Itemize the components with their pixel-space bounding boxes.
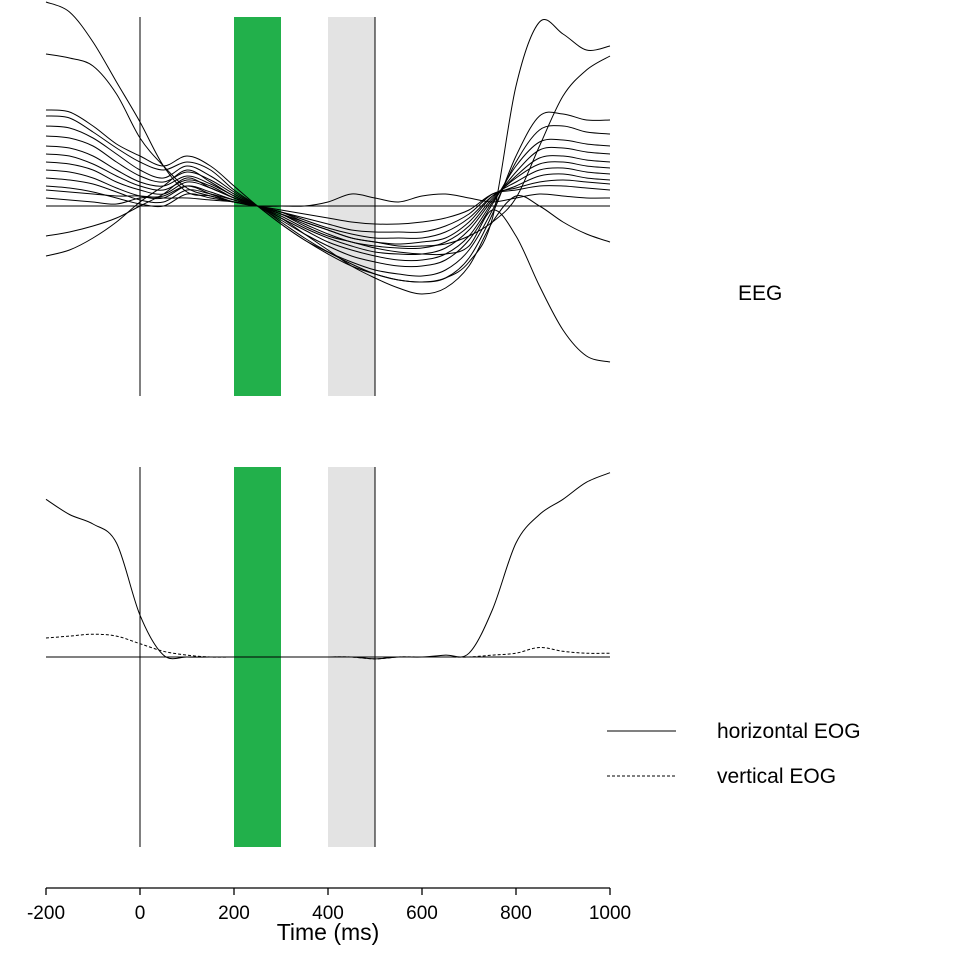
- eog-traces: [45, 472, 611, 660]
- x-tick-label: 1000: [589, 903, 631, 924]
- legend-label-horizontal-eog: horizontal EOG: [717, 720, 861, 743]
- eog-trace-1: [45, 633, 611, 660]
- x-axis-label: Time (ms): [277, 919, 380, 945]
- eeg-trace-7: [45, 153, 611, 250]
- legend-label-vertical-eog: vertical EOG: [717, 765, 836, 788]
- eeg-trace-8: [45, 161, 611, 245]
- x-tick-label: 800: [500, 903, 532, 924]
- x-tick-label: 600: [406, 903, 438, 924]
- eeg-trace-13: [45, 169, 611, 363]
- x-tick-label: 200: [218, 903, 250, 924]
- x-tick-label: -200: [27, 903, 65, 924]
- eeg-trace-10: [45, 177, 611, 233]
- x-ticks: -200 0 200 400 600 800 1000: [27, 888, 631, 924]
- legend: horizontal EOG vertical EOG: [607, 720, 861, 788]
- eeg-trace-12: [45, 185, 611, 207]
- eeg-trace-14: [45, 177, 611, 295]
- x-tick-label: 400: [312, 903, 344, 924]
- eeg-traces: [45, 1, 611, 363]
- eeg-trace-2: [45, 109, 611, 283]
- eog-panel: [45, 467, 611, 847]
- eeg-trace-15: [45, 189, 610, 207]
- eeg-trace-11: [45, 185, 611, 225]
- x-axis: -200 0 200 400 600 800 1000 Time (ms): [27, 887, 631, 945]
- eeg-trace-4: [45, 125, 611, 268]
- x-tick-label: 0: [135, 903, 146, 924]
- eeg-panel-label: EEG: [738, 282, 782, 305]
- eeg-trace-3: [45, 115, 611, 277]
- eeg-panel: EEG: [45, 1, 782, 396]
- eeg-trace-6: [45, 145, 611, 256]
- eeg-trace-5: [45, 135, 611, 262]
